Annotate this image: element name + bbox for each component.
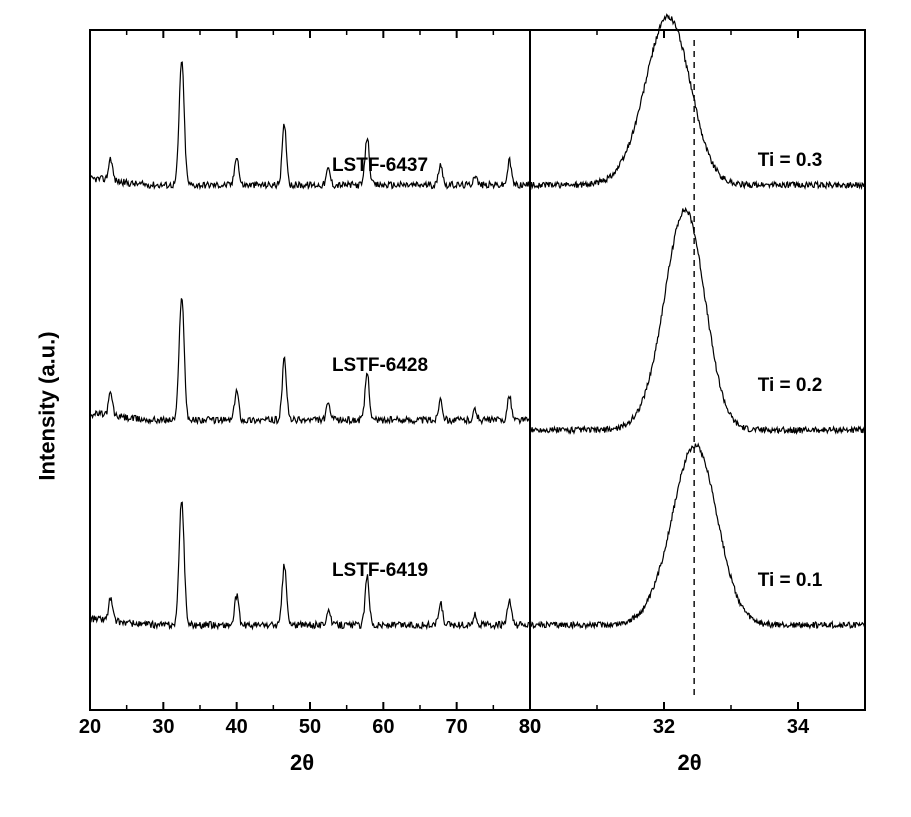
x-tick-label: 50 (290, 716, 330, 739)
x-tick-label: 30 (143, 716, 183, 739)
series-label: Ti = 0.3 (758, 150, 823, 172)
x-tick-label: 40 (217, 716, 257, 739)
x-tick-label: 30 (510, 716, 550, 739)
x-axis-label: 2θ (678, 750, 702, 776)
x-axis-label: 2θ (290, 750, 314, 776)
x-tick-label: 32 (644, 716, 684, 739)
x-tick-label: 20 (70, 716, 110, 739)
xrd-figure (0, 0, 911, 817)
y-axis-label: Intensity (a.u.) (34, 331, 60, 480)
series-label: LSTF-6437 (332, 155, 428, 177)
x-tick-label: 60 (363, 716, 403, 739)
y-axis-label-container: Intensity (a.u.) (10, 0, 50, 812)
series-label: Ti = 0.2 (758, 375, 823, 397)
series-label: LSTF-6428 (332, 355, 428, 377)
x-tick-label: 34 (778, 716, 818, 739)
series-label: LSTF-6419 (332, 560, 428, 582)
x-tick-label: 70 (437, 716, 477, 739)
series-label: Ti = 0.1 (758, 570, 823, 592)
figure-svg (0, 0, 911, 812)
